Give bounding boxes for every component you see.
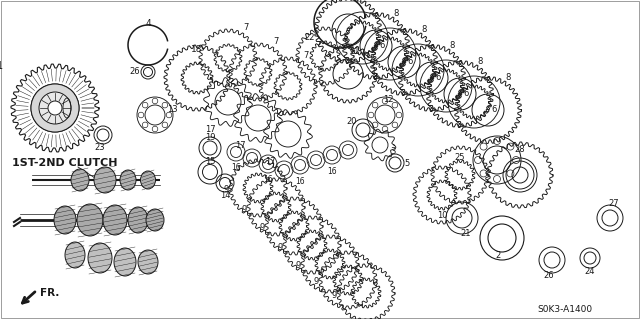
Text: 28: 28 [515, 145, 525, 154]
Text: 1: 1 [0, 61, 3, 71]
Text: 6: 6 [435, 73, 441, 83]
Text: 19: 19 [205, 132, 215, 142]
Text: 3: 3 [390, 147, 396, 157]
Text: 12: 12 [383, 95, 393, 105]
Text: 16: 16 [327, 167, 337, 175]
Text: 9: 9 [314, 278, 319, 286]
Text: 8: 8 [506, 73, 511, 83]
Text: 4: 4 [145, 19, 151, 28]
Text: FR.: FR. [40, 288, 60, 298]
Text: 16: 16 [231, 164, 241, 173]
Text: 7: 7 [273, 38, 278, 47]
Text: 11: 11 [349, 48, 359, 56]
Text: 21: 21 [461, 229, 471, 239]
Text: 25: 25 [455, 152, 465, 161]
Text: 13: 13 [166, 106, 177, 115]
Text: 1ST-2ND CLUTCH: 1ST-2ND CLUTCH [12, 158, 118, 168]
Ellipse shape [88, 243, 112, 273]
Text: 26: 26 [130, 68, 140, 77]
Text: 9: 9 [277, 242, 283, 251]
Text: 24: 24 [585, 268, 595, 277]
Circle shape [39, 92, 71, 124]
Text: 17: 17 [205, 125, 215, 135]
Text: 8: 8 [477, 57, 483, 66]
Ellipse shape [146, 209, 164, 231]
Text: 20: 20 [347, 117, 357, 127]
Text: 17: 17 [265, 158, 275, 167]
Text: 8: 8 [394, 10, 399, 19]
Text: 22: 22 [305, 33, 316, 42]
Text: 2: 2 [495, 250, 500, 259]
Ellipse shape [114, 248, 136, 276]
Text: 18: 18 [191, 46, 203, 55]
Text: 9: 9 [223, 186, 228, 195]
Circle shape [31, 84, 79, 132]
Text: 10: 10 [436, 211, 447, 219]
Ellipse shape [71, 169, 89, 191]
Ellipse shape [120, 170, 136, 190]
Text: 6: 6 [380, 41, 385, 50]
Circle shape [48, 101, 62, 115]
Text: 16: 16 [295, 176, 305, 186]
Text: 15: 15 [205, 158, 215, 167]
Text: S0K3-A1400: S0K3-A1400 [538, 306, 593, 315]
Ellipse shape [54, 206, 76, 234]
Ellipse shape [65, 242, 85, 268]
Text: 6: 6 [407, 57, 413, 66]
Ellipse shape [138, 250, 158, 274]
Text: 9: 9 [259, 224, 264, 233]
Text: 26: 26 [544, 271, 554, 279]
Text: 16: 16 [263, 175, 273, 184]
Ellipse shape [141, 171, 156, 189]
Text: 9: 9 [332, 291, 337, 300]
Text: 8: 8 [365, 0, 371, 3]
Ellipse shape [77, 204, 103, 236]
Ellipse shape [103, 205, 127, 235]
Text: 8: 8 [449, 41, 454, 50]
Text: 23: 23 [95, 143, 106, 152]
Text: 7: 7 [243, 24, 249, 33]
Text: 9: 9 [241, 204, 246, 213]
Text: 6: 6 [492, 106, 497, 115]
Text: 17: 17 [235, 142, 245, 151]
Text: 5: 5 [404, 159, 410, 167]
Text: 6: 6 [463, 90, 468, 99]
Ellipse shape [94, 167, 116, 193]
Text: 27: 27 [609, 199, 620, 209]
Text: 9: 9 [296, 262, 301, 271]
Text: 8: 8 [421, 26, 427, 34]
Text: 14: 14 [220, 190, 230, 199]
Ellipse shape [128, 207, 148, 233]
Text: 7: 7 [303, 51, 308, 61]
